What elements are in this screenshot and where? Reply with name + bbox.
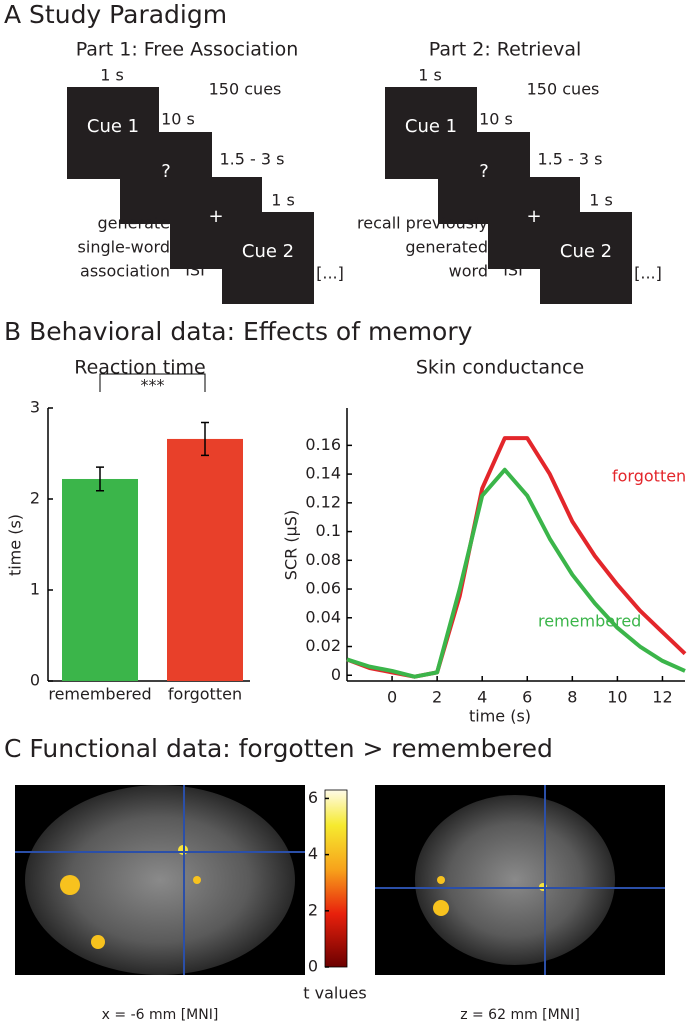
panel-title: A Study Paradigm	[4, 0, 227, 29]
chart-title: Skin conductance	[416, 357, 584, 379]
colorbar-tick-label: 2	[308, 900, 318, 919]
error-bar	[96, 466, 104, 492]
y-axis-label: time (s)	[6, 514, 25, 576]
timing-label: 10 s	[479, 110, 513, 129]
x-tick-label: 12	[652, 688, 672, 707]
x-tick-label: 8	[567, 688, 577, 707]
bar	[62, 478, 138, 681]
colorbar-tick-label: 0	[308, 957, 318, 976]
colorbar-label: t values	[303, 984, 366, 1003]
series-label: remembered	[538, 612, 641, 631]
y-tick-label: 0.1	[316, 521, 341, 540]
timing-label: ISI	[503, 261, 523, 280]
x-tick-label: 6	[522, 688, 532, 707]
screen	[222, 212, 314, 304]
task-text: association	[80, 262, 170, 281]
colorbar-tick-label: 6	[308, 788, 318, 807]
sagittal-brain	[25, 785, 295, 975]
y-tick-label: 2	[30, 489, 40, 508]
error-bar	[201, 421, 209, 457]
timing-label: 1 s	[418, 66, 442, 85]
timing-label: [...]	[316, 264, 344, 283]
panel-title: B Behavioral data: Effects of memory	[4, 317, 473, 346]
timing-label: [...]	[634, 264, 662, 283]
panel-title: C Functional data: forgotten > remembere…	[4, 734, 553, 763]
x-tick-label: remembered	[48, 685, 151, 704]
y-tick-label: 0.14	[305, 464, 341, 483]
timing-label: 1 s	[589, 191, 613, 210]
timing-label: 10 s	[161, 110, 195, 129]
bar	[167, 438, 243, 681]
colorbar-tick-label: 4	[308, 844, 318, 863]
series-line	[346, 467, 686, 679]
chart-title: Reaction time	[74, 357, 206, 379]
task-text: generate	[98, 214, 170, 233]
part-title: Part 1: Free Association	[76, 39, 299, 61]
activation	[433, 900, 449, 916]
x-tick-label: forgotten	[168, 685, 242, 704]
screen-text: +	[526, 206, 541, 227]
activation	[60, 875, 80, 895]
activation	[437, 876, 445, 884]
significance: ***	[141, 376, 165, 395]
task-text: single-word	[78, 238, 170, 257]
screen	[540, 212, 632, 304]
x-tick-label: 2	[432, 688, 442, 707]
y-tick-label: 1	[30, 580, 40, 599]
screen-text: ?	[161, 161, 171, 182]
timing-label: 1 s	[100, 66, 124, 85]
caption: z = 62 mm [MNI]	[460, 1007, 580, 1023]
part-title: Part 2: Retrieval	[429, 39, 582, 61]
timing-label: 1 s	[271, 191, 295, 210]
timing-label: 150 cues	[209, 80, 282, 99]
y-tick-label: 0	[331, 665, 341, 684]
caption: x = -6 mm [MNI]	[102, 1007, 219, 1023]
screen-text: Cue 2	[242, 241, 294, 262]
screen-text: +	[208, 206, 223, 227]
x-axis-label: time (s)	[469, 707, 531, 726]
activation	[193, 876, 201, 884]
y-tick-label: 0.08	[305, 550, 341, 569]
y-tick-label: 3	[30, 398, 40, 417]
activation	[91, 935, 105, 949]
x-tick-label: 10	[607, 688, 627, 707]
screen-text: ?	[479, 161, 489, 182]
brain-images	[15, 785, 665, 975]
timing-label: 150 cues	[527, 80, 600, 99]
screen-text: Cue 1	[405, 116, 457, 137]
timing-label: ISI	[185, 261, 205, 280]
timing-label: 1.5 - 3 s	[220, 150, 285, 169]
screen-text: Cue 2	[560, 241, 612, 262]
x-tick-label: 4	[477, 688, 487, 707]
colorbar	[324, 789, 348, 968]
axial-brain	[415, 795, 615, 965]
x-tick-label: 0	[387, 688, 397, 707]
task-text: word	[449, 262, 488, 281]
task-text: recall previously	[357, 214, 488, 233]
task-text: generated	[405, 238, 488, 257]
y-tick-label: 0.06	[305, 579, 341, 598]
y-tick-label: 0.12	[305, 492, 341, 511]
screen-text: Cue 1	[87, 116, 139, 137]
y-tick-label: 0.02	[305, 636, 341, 655]
y-tick-label: 0.16	[305, 435, 341, 454]
timing-label: 1.5 - 3 s	[538, 150, 603, 169]
y-axis-label: SCR (µS)	[282, 510, 301, 580]
significance-bracket	[99, 373, 206, 392]
y-tick-label: 0.04	[305, 607, 341, 626]
series-label: forgotten	[612, 467, 686, 486]
y-tick-label: 0	[30, 671, 40, 690]
